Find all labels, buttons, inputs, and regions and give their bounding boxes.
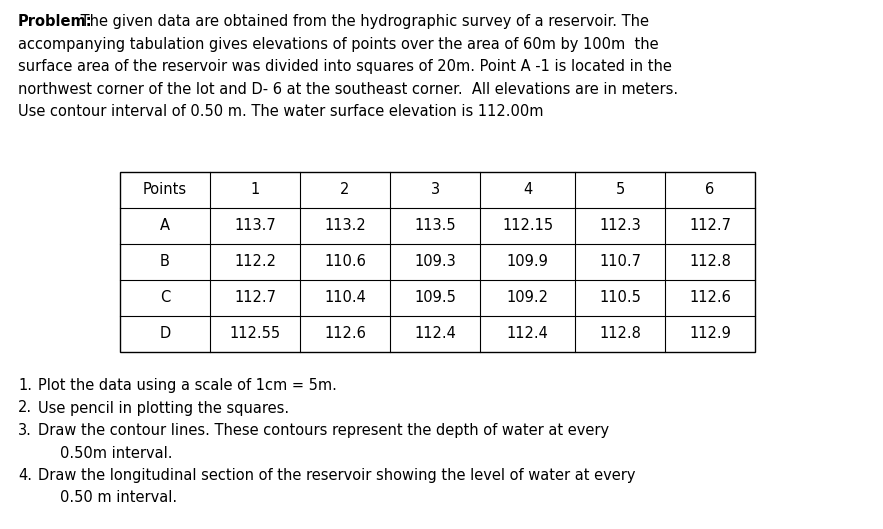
Text: 2.: 2. xyxy=(18,400,32,415)
Text: A: A xyxy=(160,218,170,233)
Text: 109.2: 109.2 xyxy=(507,290,548,306)
Bar xyxy=(120,172,755,352)
Text: 3.: 3. xyxy=(18,423,32,438)
Text: 110.6: 110.6 xyxy=(324,254,366,269)
Text: Points: Points xyxy=(143,183,187,197)
Text: 112.7: 112.7 xyxy=(234,290,276,306)
Text: 113.2: 113.2 xyxy=(324,218,366,233)
Text: 112.3: 112.3 xyxy=(600,218,641,233)
Text: 1: 1 xyxy=(251,183,260,197)
Text: 113.5: 113.5 xyxy=(414,218,456,233)
Text: 4: 4 xyxy=(523,183,532,197)
Text: 109.5: 109.5 xyxy=(414,290,456,306)
Text: 112.8: 112.8 xyxy=(689,254,731,269)
Text: 112.55: 112.55 xyxy=(230,326,281,342)
Text: northwest corner of the lot and D- 6 at the southeast corner.  All elevations ar: northwest corner of the lot and D- 6 at … xyxy=(18,81,678,96)
Text: 5: 5 xyxy=(615,183,624,197)
Text: Problem:: Problem: xyxy=(18,14,93,29)
Text: 109.3: 109.3 xyxy=(414,254,456,269)
Text: 1.: 1. xyxy=(18,378,32,393)
Text: Use pencil in plotting the squares.: Use pencil in plotting the squares. xyxy=(38,400,289,415)
Text: Use contour interval of 0.50 m. The water surface elevation is 112.00m: Use contour interval of 0.50 m. The wate… xyxy=(18,104,544,119)
Text: 112.4: 112.4 xyxy=(414,326,456,342)
Text: 112.15: 112.15 xyxy=(502,218,553,233)
Text: 112.6: 112.6 xyxy=(689,290,731,306)
Text: Draw the contour lines. These contours represent the depth of water at every: Draw the contour lines. These contours r… xyxy=(38,423,609,438)
Text: 4.: 4. xyxy=(18,468,32,483)
Text: accompanying tabulation gives elevations of points over the area of 60m by 100m : accompanying tabulation gives elevations… xyxy=(18,37,659,51)
Text: 6: 6 xyxy=(706,183,714,197)
Text: surface area of the reservoir was divided into squares of 20m. Point A -1 is loc: surface area of the reservoir was divide… xyxy=(18,59,672,74)
Text: D: D xyxy=(159,326,170,342)
Text: 112.4: 112.4 xyxy=(507,326,548,342)
Text: 0.50m interval.: 0.50m interval. xyxy=(60,445,172,461)
Text: 2: 2 xyxy=(340,183,350,197)
Text: 109.9: 109.9 xyxy=(507,254,548,269)
Text: 112.7: 112.7 xyxy=(689,218,731,233)
Text: 112.6: 112.6 xyxy=(324,326,366,342)
Text: 112.2: 112.2 xyxy=(234,254,276,269)
Text: Plot the data using a scale of 1cm = 5m.: Plot the data using a scale of 1cm = 5m. xyxy=(38,378,337,393)
Text: 110.5: 110.5 xyxy=(599,290,641,306)
Text: Draw the longitudinal section of the reservoir showing the level of water at eve: Draw the longitudinal section of the res… xyxy=(38,468,636,483)
Text: C: C xyxy=(160,290,170,306)
Text: 110.7: 110.7 xyxy=(599,254,641,269)
Text: 112.8: 112.8 xyxy=(599,326,641,342)
Text: B: B xyxy=(160,254,170,269)
Text: The given data are obtained from the hydrographic survey of a reservoir. The: The given data are obtained from the hyd… xyxy=(76,14,649,29)
Text: 113.7: 113.7 xyxy=(234,218,275,233)
Text: 3: 3 xyxy=(430,183,440,197)
Text: 110.4: 110.4 xyxy=(324,290,366,306)
Text: 0.50 m interval.: 0.50 m interval. xyxy=(60,490,177,506)
Text: 112.9: 112.9 xyxy=(689,326,731,342)
